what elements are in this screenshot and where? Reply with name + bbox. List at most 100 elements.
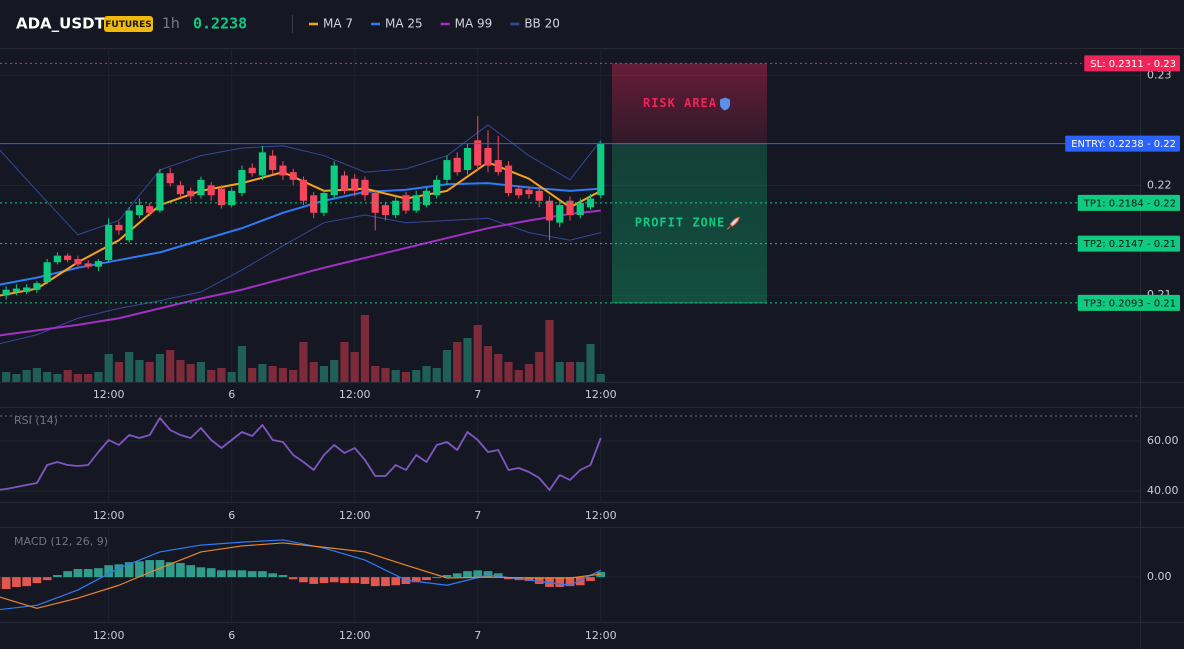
candle-body: [392, 200, 400, 215]
candle-body: [576, 202, 584, 215]
histogram-bar: [452, 573, 462, 578]
histogram-bar: [247, 571, 257, 578]
candle-body: [176, 185, 185, 195]
volume-bar: [463, 338, 472, 382]
volume-bar: [432, 368, 441, 382]
candle-body: [340, 175, 349, 191]
volume-bar: [289, 370, 298, 382]
level-label-bg: [1077, 194, 1180, 211]
interval: 1h: [162, 16, 180, 32]
histogram-bar: [534, 577, 544, 584]
volume-bar: [309, 362, 318, 382]
x-tick-label: 6: [228, 388, 235, 401]
volume-bar: [227, 372, 236, 382]
histogram-bar: [483, 571, 493, 578]
histogram-bar: [135, 561, 144, 578]
histogram-bar: [186, 565, 196, 578]
volume-bar: [524, 364, 534, 382]
histogram-bar: [432, 577, 442, 578]
volume-bar: [135, 360, 144, 382]
candle-body: [545, 200, 554, 221]
volume-bar: [2, 372, 11, 382]
volume-bar: [483, 346, 493, 382]
candle-body: [248, 167, 256, 174]
macd-line: [0, 542, 601, 609]
volume-bar: [535, 352, 544, 382]
candle-body: [597, 143, 605, 196]
candle-body: [494, 160, 502, 173]
histogram-bar: [329, 577, 339, 583]
level-label-bg: [1065, 135, 1180, 152]
volume-bar: [237, 346, 247, 382]
candle-body: [43, 262, 51, 283]
x-tick-label: 12:00: [585, 629, 617, 642]
volume-bar: [576, 362, 585, 382]
candle-body: [556, 205, 564, 223]
histogram-bar: [463, 571, 472, 578]
x-tick-label: 6: [228, 629, 235, 642]
histogram-bar: [217, 570, 226, 578]
volume-bar: [422, 366, 431, 382]
candle-body: [53, 255, 61, 263]
volume-bar: [391, 370, 400, 382]
volume-bar: [514, 370, 523, 382]
histogram-bar: [165, 562, 175, 578]
histogram-bar: [586, 577, 595, 581]
histogram-bar: [411, 577, 421, 583]
candle-body: [84, 263, 92, 267]
histogram-bar: [73, 569, 83, 578]
candle-body: [525, 189, 533, 195]
histogram-bar: [288, 577, 298, 580]
volume-bar: [114, 362, 124, 382]
volume-bar: [555, 362, 564, 382]
candle-body: [94, 261, 103, 267]
histogram-bar: [1, 577, 11, 590]
histogram-bar: [104, 565, 114, 578]
candle-body: [2, 289, 10, 296]
histogram-bar: [391, 577, 401, 586]
candle-body: [504, 165, 513, 194]
volume-bar: [125, 352, 134, 382]
volume-bar: [73, 374, 83, 382]
histogram-bar: [22, 577, 32, 587]
zone: [612, 143, 767, 303]
volume-bar: [381, 368, 390, 382]
histogram-bar: [473, 570, 483, 578]
volume-bar: [319, 366, 329, 382]
legend: MA 7 MA 25 MA 99 BB 20: [309, 17, 560, 31]
badge: FUTURES: [105, 20, 151, 30]
volume-bar: [545, 320, 554, 382]
volume-bar: [596, 374, 605, 382]
zone-label: RISK AREA: [643, 96, 717, 110]
volume-bar: [350, 352, 359, 382]
volume-bar: [196, 362, 206, 382]
candle-body: [279, 165, 287, 176]
volume-bar: [504, 362, 513, 382]
candle-body: [187, 190, 195, 197]
x-tick-label: 12:00: [339, 629, 371, 642]
candle-body: [74, 258, 82, 265]
histogram-bar: [442, 575, 452, 578]
candle-body: [238, 169, 246, 194]
candle-body: [156, 173, 164, 211]
candle-body: [217, 188, 226, 206]
volume-bar: [22, 370, 31, 382]
volume-bar: [53, 374, 62, 382]
volume-bar: [176, 360, 185, 382]
histogram-bar: [340, 577, 349, 584]
histogram-bar: [94, 568, 103, 578]
candle-body: [453, 157, 461, 173]
candle-body: [258, 152, 267, 176]
candle-body: [197, 179, 205, 196]
histogram-bar: [196, 567, 206, 578]
volume-bar: [258, 364, 267, 382]
histogram-bar: [360, 577, 370, 584]
candle-body: [361, 179, 369, 196]
legend-label: BB 20: [524, 17, 560, 31]
candle-body: [463, 147, 472, 170]
volume-bar: [401, 372, 411, 382]
histogram-bar: [575, 577, 585, 586]
volume-bar: [453, 342, 462, 382]
level-label: TP3: 0.2093 - 0.21: [1083, 298, 1176, 309]
